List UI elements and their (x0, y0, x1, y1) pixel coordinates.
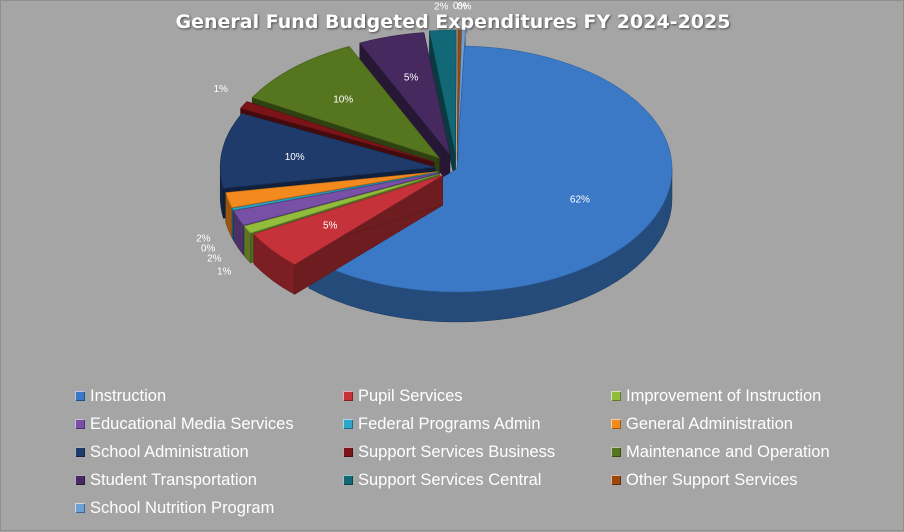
legend-swatch (343, 447, 353, 457)
data-label-6: 10% (285, 152, 305, 163)
legend-label: General Administration (626, 414, 793, 433)
data-label-3: 2% (207, 254, 222, 265)
legend-item-4: Federal Programs Admin (343, 414, 541, 434)
legend-swatch (611, 475, 621, 485)
legend-label: School Nutrition Program (90, 498, 275, 517)
legend-swatch (75, 447, 85, 457)
legend-item-7: Support Services Business (343, 442, 555, 462)
data-labels: 62%5%1%2%0%2%10%1%10%5%2% 0%0% (196, 1, 590, 277)
pie-slices (219, 29, 673, 323)
legend-swatch (611, 447, 621, 457)
legend-item-2: Improvement of Instruction (611, 386, 821, 406)
data-label-5: 2% (196, 234, 211, 245)
data-label-1: 5% (323, 221, 338, 232)
legend-item-10: Support Services Central (343, 470, 541, 490)
legend-item-5: General Administration (611, 414, 793, 434)
legend-swatch (75, 475, 85, 485)
legend-swatch (75, 503, 85, 513)
legend-label: School Administration (90, 442, 249, 461)
legend-label: Educational Media Services (90, 414, 294, 433)
legend-swatch (343, 475, 353, 485)
legend-swatch (75, 419, 85, 429)
legend-label: Support Services Business (358, 442, 556, 461)
chart-title: General Fund Budgeted Expenditures FY 20… (175, 11, 731, 33)
legend-swatch (343, 391, 353, 401)
data-label-4: 0% (201, 244, 216, 255)
legend-item-3: Educational Media Services (75, 414, 294, 434)
legend-item-1: Pupil Services (343, 386, 463, 406)
legend-item-9: Student Transportation (75, 470, 257, 490)
legend-label: Federal Programs Admin (358, 414, 541, 433)
data-label-8: 10% (333, 94, 353, 105)
legend-swatch (75, 391, 85, 401)
legend-item-11: Other Support Services (611, 470, 798, 490)
data-label-12: 0% (457, 1, 472, 12)
data-label-11: 0% (453, 1, 468, 12)
legend-label: Pupil Services (358, 386, 463, 405)
legend-item-8: Maintenance and Operation (611, 442, 830, 462)
legend-label: Other Support Services (626, 470, 798, 489)
data-label-2: 1% (217, 266, 232, 277)
pie-slice-1 (253, 174, 443, 295)
data-label-7: 1% (213, 84, 228, 95)
legend-label: Instruction (90, 386, 167, 405)
legend-item-6: School Administration (75, 442, 249, 462)
data-label-10: 2% (434, 2, 449, 13)
data-label-9: 5% (404, 73, 419, 84)
legend-swatch (343, 419, 353, 429)
legend-label: Improvement of Instruction (626, 386, 822, 405)
legend-label: Maintenance and Operation (626, 442, 830, 461)
data-label-0: 62% (570, 195, 590, 206)
legend-label: Support Services Central (358, 470, 542, 489)
legend-swatch (611, 419, 621, 429)
legend-item-12: School Nutrition Program (75, 498, 274, 518)
legend-swatch (611, 391, 621, 401)
legend-label: Student Transportation (90, 470, 257, 489)
legend-item-0: Instruction (75, 386, 166, 406)
